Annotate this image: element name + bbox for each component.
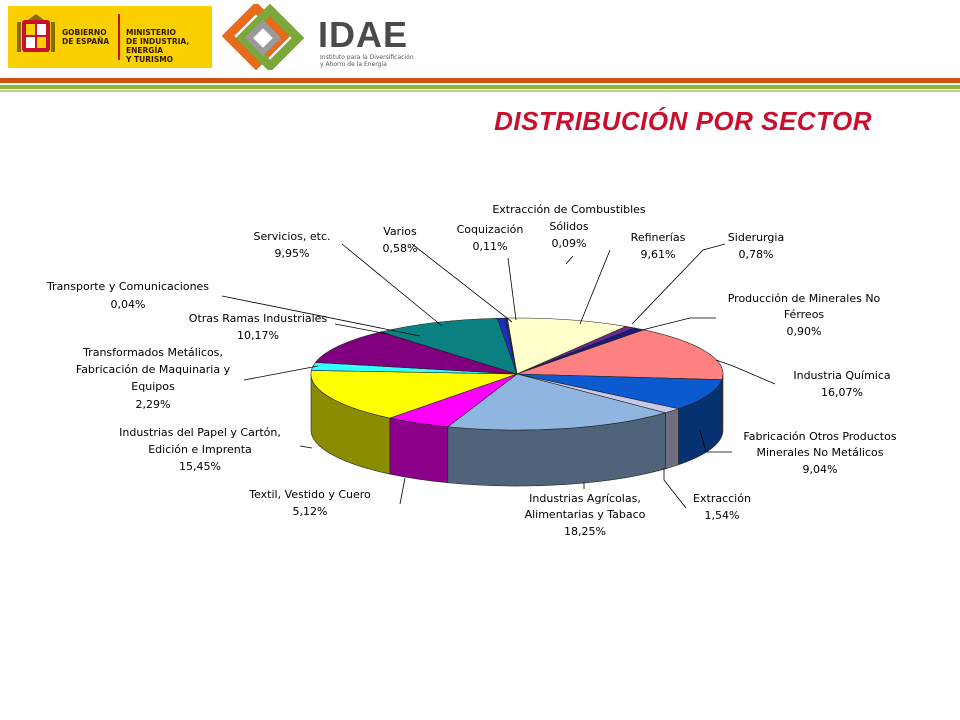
leader-line-12 bbox=[334, 323, 389, 335]
idae-mark-icon bbox=[222, 4, 305, 70]
gobierno-text: GOBIERNO DE ESPAÑA bbox=[62, 28, 110, 46]
leader-line-9 bbox=[399, 477, 406, 505]
leader-line-4 bbox=[641, 317, 716, 331]
leader-line-10 bbox=[299, 445, 313, 449]
slice-label-4: Producción de Minerales No Férreos 0,90% bbox=[728, 292, 881, 338]
pie-slice-2 bbox=[507, 317, 627, 375]
idae-logo: IDAE Instituto para la Diversificación y… bbox=[222, 4, 422, 70]
pie-slice-16 bbox=[504, 317, 518, 375]
slice-label-12: Otras Ramas Industriales 10,17% bbox=[189, 312, 328, 342]
leader-line-13 bbox=[221, 295, 421, 337]
slice-label-2: Refinerías 9,61% bbox=[631, 231, 686, 261]
pie-side-9 bbox=[389, 417, 449, 484]
leader-line-5 bbox=[715, 359, 776, 385]
pie-slice-14 bbox=[379, 317, 518, 375]
slice-label-1: Extracción de Combustibles Sólidos 0,09% bbox=[492, 203, 646, 250]
leader-line-16 bbox=[507, 257, 517, 321]
slice-label-7: Extracción 1,54% bbox=[693, 492, 751, 522]
pie-slice-6 bbox=[516, 373, 723, 410]
logo-separator bbox=[118, 14, 120, 60]
leader-line-3 bbox=[631, 243, 726, 325]
leader-line-7 bbox=[663, 468, 687, 509]
slice-label-3: Siderurgia 0,78% bbox=[728, 231, 784, 261]
gobierno-logo: GOBIERNO DE ESPAÑA MINISTERIO DE INDUSTR… bbox=[8, 6, 212, 68]
header-divider-bars bbox=[0, 78, 960, 92]
pie-side-7 bbox=[665, 408, 679, 470]
slice-label-13: Transporte y Comunicaciones 0,04% bbox=[46, 280, 209, 311]
slice-label-16: Coquización 0,11% bbox=[457, 223, 524, 253]
ministerio-text: MINISTERIO DE INDUSTRIA, ENERGÍA Y TURIS… bbox=[126, 28, 190, 64]
slice-label-15: Varios 0,58% bbox=[383, 225, 418, 255]
leader-line-1 bbox=[565, 255, 574, 265]
leader-line-14 bbox=[341, 243, 443, 327]
pie-slice-5 bbox=[516, 329, 724, 380]
leader-line-2 bbox=[579, 249, 611, 325]
pie-slice-8 bbox=[447, 373, 667, 431]
slice-label-9: Textil, Vestido y Cuero 5,12% bbox=[248, 488, 371, 518]
slice-label-11: Transformados Metálicos, Fabricación de M… bbox=[76, 346, 231, 411]
coat-of-arms-icon bbox=[17, 14, 55, 52]
leader-line-15 bbox=[411, 243, 513, 323]
idae-wordmark: IDAE bbox=[318, 14, 409, 55]
slice-label-5: Industria Química 16,07% bbox=[793, 369, 890, 399]
idae-tagline: Instituto para la Diversificación y Ahor… bbox=[320, 54, 414, 68]
leader-line-11 bbox=[243, 365, 319, 381]
slice-label-14: Servicios, etc. 9,95% bbox=[253, 230, 330, 260]
slice-label-6: Fabricación Otros Productos Minerales No … bbox=[743, 430, 896, 476]
leader-line-6 bbox=[699, 429, 732, 453]
slice-label-8: Industrias Agrícolas, Alimentarias y Taba… bbox=[525, 492, 646, 538]
pie-slice-10 bbox=[310, 370, 518, 419]
slice-label-10: Industrias del Papel y Cartón, Edición e … bbox=[119, 426, 281, 473]
pie-slice-12 bbox=[314, 331, 518, 375]
chart-title: DISTRIBUCIÓN POR SECTOR bbox=[494, 106, 872, 136]
